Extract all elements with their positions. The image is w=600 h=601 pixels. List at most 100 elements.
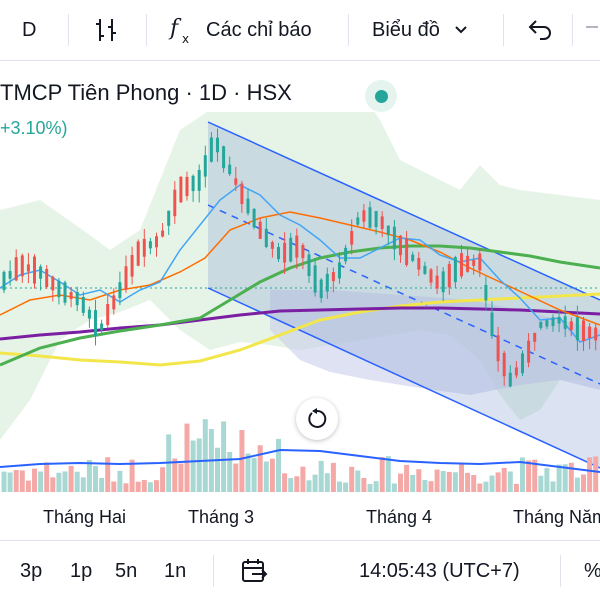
undo-icon [528,20,551,40]
candle-body [368,207,372,228]
price-chart[interactable] [0,112,600,500]
volume-bar [489,475,495,492]
candle-body [136,241,140,266]
clock-timezone[interactable]: 14:05:43 (UTC+7) [359,541,520,601]
candle-body [277,247,280,260]
candle-body [240,183,244,205]
range-button-1p[interactable]: 1p [70,541,92,601]
volume-bar [544,468,550,492]
candle-body [417,257,421,270]
candle-body [307,254,311,277]
volume-bar [538,475,544,492]
candle-body [148,241,152,249]
volume-bar [330,462,336,492]
candle-body [386,225,390,236]
chart-type-button[interactable]: Biểu đồ [372,0,468,60]
volume-bar [68,465,74,492]
x-axis-label: Tháng Hai [43,507,127,527]
candle-body [142,238,146,257]
volume-bar [56,472,62,492]
reset-chart-button[interactable] [296,398,338,440]
volume-bar [300,466,306,492]
percent-scale-button[interactable]: % [584,541,600,601]
ma-orange-line [0,211,600,326]
candle-body [197,169,201,191]
candle-body [112,295,116,310]
volume-bar [324,473,330,492]
volume-bar [495,472,501,492]
volume-bar [117,470,123,492]
undo-button[interactable] [526,0,554,60]
price-change: +3.10%) [0,118,68,138]
candle-body [258,221,262,239]
channel-upper-line [207,121,600,301]
toolbar-divider [572,14,573,46]
volume-bar [263,461,269,492]
candle-body [185,176,189,197]
candle-body [87,309,91,319]
volume-bar [135,481,141,492]
volume-bar [440,470,446,492]
candle-body [441,271,445,293]
indicators-button[interactable]: f x Các chỉ báo [168,0,312,60]
interval-button[interactable]: D [22,0,36,60]
volume-bar [7,472,13,492]
candle-body [75,292,79,306]
candle-body [161,230,165,237]
volume-bar [459,463,464,492]
goto-date-button[interactable] [240,541,268,601]
volume-bar [269,458,275,492]
range-button-5n[interactable]: 5n [115,541,137,601]
indicator-template-button[interactable] [92,0,122,60]
volume-bar [13,470,19,492]
volume-bar [385,456,391,492]
volume-bar [32,468,37,492]
toolbar-divider [503,14,504,46]
range-button-3p[interactable]: 3p [20,541,42,601]
volume-bar [422,479,428,492]
candle-body [216,137,219,153]
volume-bar [196,438,202,492]
bottom-toolbar: 3p 1p 5n 1n 14:05:43 (UTC+7) % [0,540,600,601]
candle-body [81,296,85,313]
volume-bar [288,478,294,492]
candle-body [94,310,97,337]
volume-bar [129,459,135,492]
candle-body [453,257,457,283]
reset-chart-icon [308,408,327,428]
range-label: 3p [20,559,43,582]
volume-bar [1,471,7,492]
volume-bar [428,481,434,492]
volume-bar [123,483,129,492]
candle-body [374,210,378,228]
candle-body [63,282,67,303]
volume-bar [581,474,586,492]
candle-body [405,238,409,266]
volume-bar [446,471,452,492]
volume-bar [80,477,86,492]
candle-body [392,226,396,250]
candle-body [51,276,55,291]
volume-bar [105,457,111,492]
candle-body [173,189,177,217]
range-button-1n[interactable]: 1n [164,541,186,601]
range-label: 1p [70,559,93,582]
time-axis[interactable]: Tháng Hai Tháng 3 Tháng 4 Tháng Năm [0,500,600,534]
market-status-icon[interactable] [365,80,397,112]
candle-body [264,228,268,247]
volume-bar [404,464,410,492]
volume-bar [62,471,68,492]
symbol-legend[interactable]: TMCP Tiên Phong · 1D · HSX [0,80,292,105]
redo-button[interactable] [584,0,600,60]
volume-bar [19,470,25,492]
indicators-label: Các chỉ báo [206,18,312,41]
goto-date-icon [242,559,268,582]
volume-bar [154,480,159,492]
candle-body [45,269,49,288]
volume-bar [587,457,593,492]
candle-body [557,316,561,324]
volume-bar [38,471,44,492]
candle-body [338,262,341,279]
candle-body [283,242,287,263]
volume-bar [550,481,556,492]
